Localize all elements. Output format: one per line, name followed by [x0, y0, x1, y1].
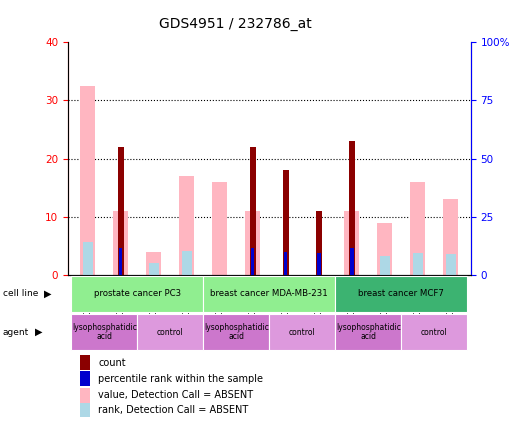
Text: agent: agent: [3, 327, 29, 337]
Bar: [401, 314, 468, 350]
Text: control: control: [157, 327, 184, 337]
Bar: [250, 147, 256, 275]
Bar: [349, 141, 355, 275]
Bar: [284, 252, 288, 275]
Text: cell line: cell line: [3, 289, 38, 299]
Text: percentile rank within the sample: percentile rank within the sample: [98, 374, 263, 384]
Bar: [71, 276, 203, 312]
Bar: [269, 314, 335, 350]
Bar: [444, 199, 458, 275]
Bar: [345, 211, 359, 275]
Bar: [81, 86, 95, 275]
Text: prostate cancer PC3: prostate cancer PC3: [94, 289, 181, 299]
Bar: [212, 182, 228, 275]
Bar: [181, 250, 192, 275]
Bar: [149, 263, 159, 275]
Bar: [283, 170, 289, 275]
Bar: [316, 211, 322, 275]
Bar: [251, 248, 255, 275]
Text: value, Detection Call = ABSENT: value, Detection Call = ABSENT: [98, 390, 253, 400]
Bar: [80, 387, 90, 403]
Bar: [350, 248, 354, 275]
Bar: [203, 314, 269, 350]
Text: ▶: ▶: [35, 327, 42, 337]
Bar: [446, 254, 456, 275]
Bar: [118, 147, 124, 275]
Bar: [80, 371, 90, 386]
Text: control: control: [289, 327, 316, 337]
Text: breast cancer MDA-MB-231: breast cancer MDA-MB-231: [210, 289, 328, 299]
Bar: [138, 314, 203, 350]
Text: GDS4951 / 232786_at: GDS4951 / 232786_at: [159, 17, 312, 31]
Bar: [203, 276, 335, 312]
Bar: [413, 253, 423, 275]
Bar: [80, 403, 90, 418]
Bar: [179, 176, 194, 275]
Bar: [71, 314, 138, 350]
Bar: [335, 314, 401, 350]
Bar: [83, 242, 93, 275]
Bar: [335, 276, 468, 312]
Text: lysophosphatidic
acid: lysophosphatidic acid: [336, 323, 401, 341]
Bar: [146, 252, 161, 275]
Text: control: control: [421, 327, 448, 337]
Bar: [317, 253, 321, 275]
Text: ▶: ▶: [44, 289, 52, 299]
Bar: [80, 355, 90, 370]
Bar: [380, 256, 390, 275]
Bar: [113, 211, 128, 275]
Bar: [119, 248, 122, 275]
Text: count: count: [98, 357, 126, 368]
Bar: [411, 182, 425, 275]
Text: breast cancer MCF7: breast cancer MCF7: [358, 289, 445, 299]
Text: lysophosphatidic
acid: lysophosphatidic acid: [72, 323, 137, 341]
Text: lysophosphatidic
acid: lysophosphatidic acid: [204, 323, 269, 341]
Bar: [378, 222, 392, 275]
Text: rank, Detection Call = ABSENT: rank, Detection Call = ABSENT: [98, 405, 248, 415]
Bar: [245, 211, 260, 275]
